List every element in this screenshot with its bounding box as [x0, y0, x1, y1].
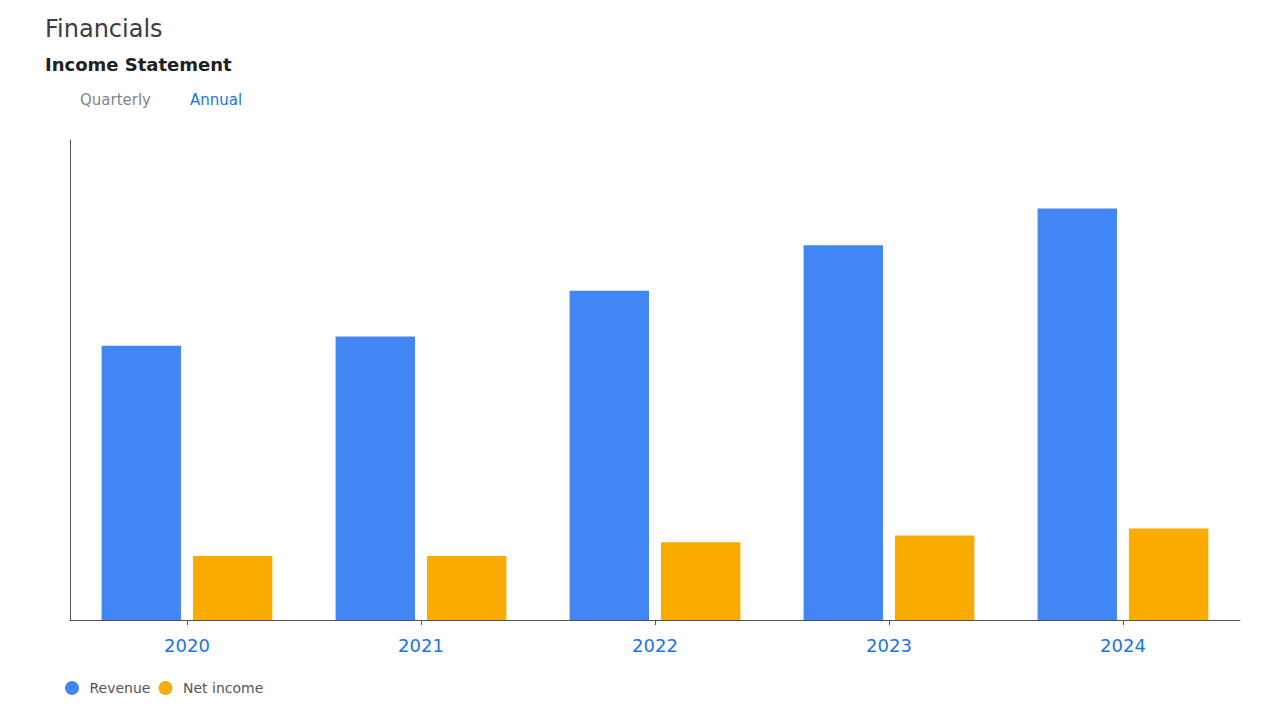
svg-text:Quarterly: Quarterly: [80, 91, 151, 109]
svg-text:2020: 2020: [164, 635, 210, 656]
svg-text:Net income: Net income: [183, 680, 263, 696]
svg-text:2023: 2023: [866, 635, 912, 656]
svg-text:Income Statement: Income Statement: [45, 54, 232, 75]
svg-text:Annual: Annual: [190, 91, 242, 109]
svg-text:2024: 2024: [1100, 635, 1146, 656]
svg-text:2021: 2021: [398, 635, 444, 656]
svg-text:Financials: Financials: [45, 15, 163, 43]
svg-text:Revenue: Revenue: [90, 680, 151, 696]
svg-text:2022: 2022: [632, 635, 678, 656]
